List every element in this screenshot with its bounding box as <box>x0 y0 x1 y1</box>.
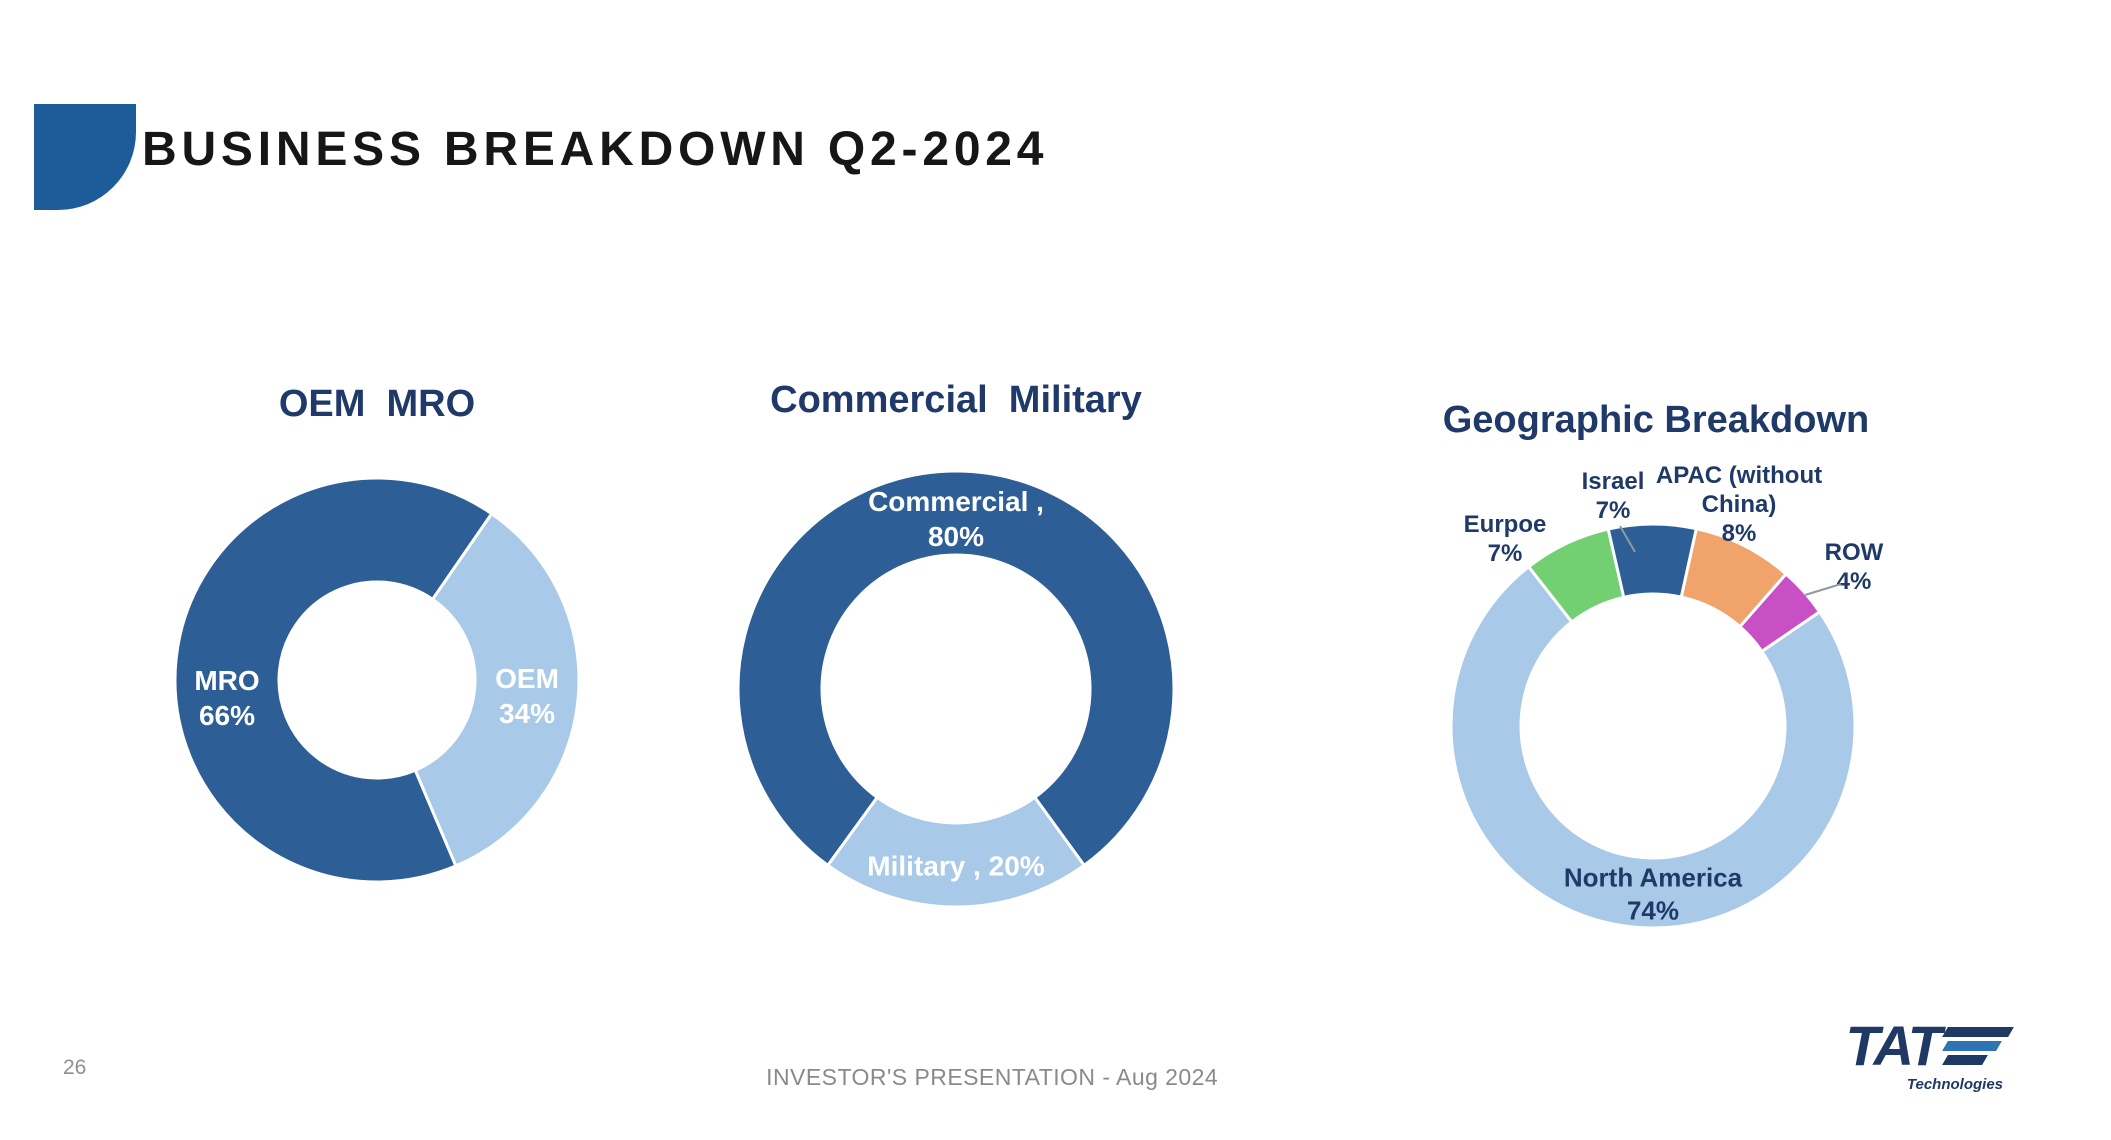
oem-donut-segment <box>413 512 581 868</box>
oem-mro-donut-svg <box>173 476 581 884</box>
tat-stripe-bottom <box>1942 1055 1988 1065</box>
commercial-military-donut-svg <box>736 469 1176 909</box>
corner-decoration <box>34 104 136 210</box>
mro-donut-segment <box>173 476 494 884</box>
military-donut-segment <box>826 795 1086 909</box>
row-callout-label: ROW 4% <box>1824 539 1884 595</box>
page-number: 26 <box>63 1056 87 1079</box>
israel-callout-label: Israel 7% <box>1581 468 1645 524</box>
military-segment-label: Military , 20% <box>867 850 1045 882</box>
geographic-breakdown-chart-title: Geographic Breakdown <box>1442 399 1870 441</box>
tat-logo-text: TAT <box>1845 1014 1942 1077</box>
commercial-military-chart-title: Commercial Military <box>770 379 1142 421</box>
commercial-donut-segment <box>736 469 1176 867</box>
oem-mro-chart-title: OEM MRO <box>278 383 476 425</box>
europe-callout-label: Eurpoe 7% <box>1463 511 1547 567</box>
oem-mro-donut: MRO 66% OEM 34% <box>171 474 583 886</box>
tat-logo-main: TAT <box>1845 1014 2014 1077</box>
mro-segment-label: MRO 66% <box>194 665 260 731</box>
geographic-breakdown-donut-svg <box>1449 522 1857 930</box>
north-america-segment-label: North America 74% <box>1563 862 1743 926</box>
tat-logo: TAT Technologies <box>1845 1014 2014 1093</box>
commercial-military-chart: Commercial Military Commercial , 80% Mil… <box>734 378 1178 911</box>
north-america-donut-segment <box>1449 565 1857 930</box>
commercial-military-donut: Commercial , 80% Military , 20% <box>734 467 1178 911</box>
oem-segment-label: OEM 34% <box>495 663 559 729</box>
tat-stripe-top <box>1942 1027 2014 1037</box>
tat-logo-subtitle: Technologies <box>1906 1076 2003 1093</box>
oem-mro-chart: OEM MRO MRO 66% OEM 34% <box>171 382 583 886</box>
slide-title: BUSINESS BREAKDOWN Q2-2024 <box>142 123 1049 176</box>
footer-caption: INVESTOR'S PRESENTATION - Aug 2024 <box>766 1064 1219 1090</box>
geographic-breakdown-donut: North America 74% <box>1447 520 1859 932</box>
geographic-breakdown-chart: Geographic Breakdown North America 74% E… <box>1396 398 1916 1038</box>
commercial-segment-label: Commercial , 80% <box>868 486 1044 552</box>
apac-callout-label: APAC (without China) 8% <box>1655 461 1823 547</box>
tat-logo-stripes-icon <box>1942 1027 2014 1065</box>
tat-stripe-middle <box>1942 1041 2002 1051</box>
